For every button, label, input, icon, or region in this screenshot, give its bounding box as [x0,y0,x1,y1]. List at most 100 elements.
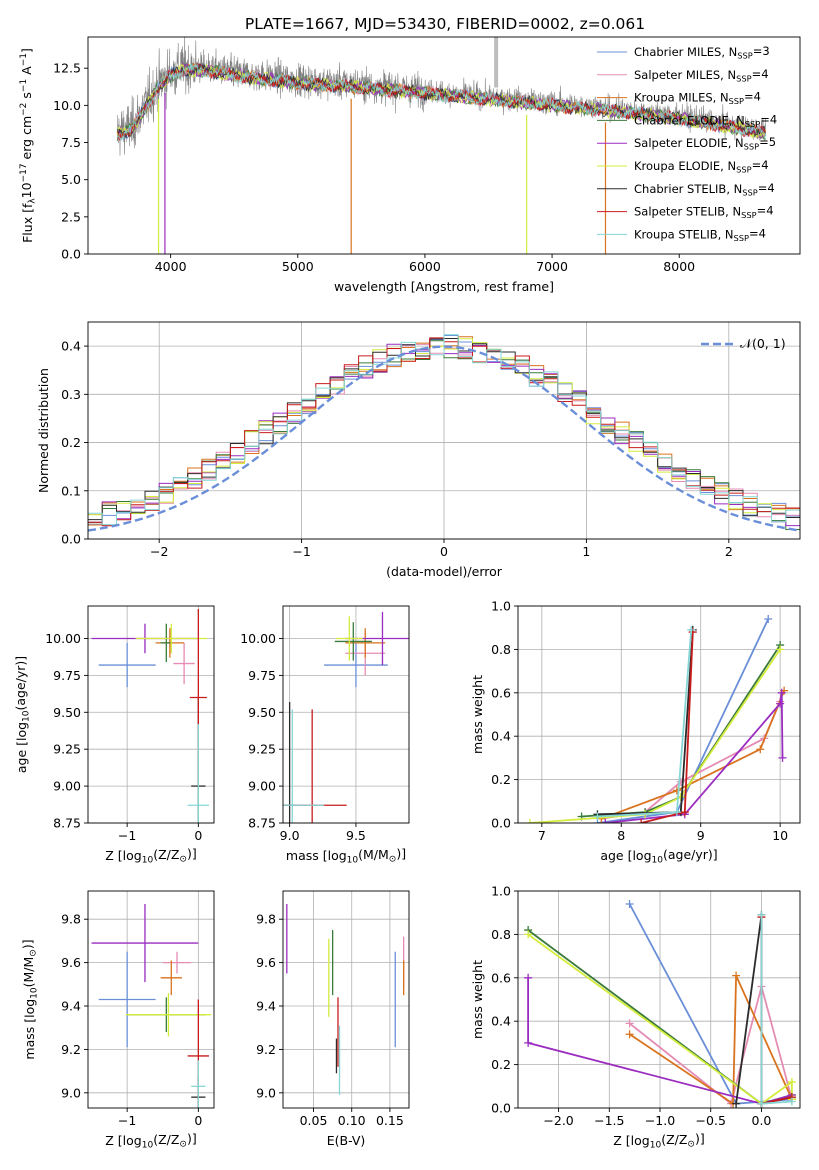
x-tick-label: 9 [697,828,705,843]
x-tick-label: 6000 [409,259,441,274]
weight-line-kroupa_elodie [529,648,781,823]
weight-line-salpeter_miles [629,982,793,1106]
y-tick-label: 2.5 [61,209,81,224]
x-tick-label: 1 [582,544,590,559]
x-axis-label: mass [log10(M/M⊙)] [286,846,406,866]
y-tick-label: 7.5 [61,135,81,150]
x-tick-label: 10 [772,828,788,843]
weight-line-salpeter_elodie [527,977,793,1105]
plot-area [286,904,405,1095]
x-tick-label: 5000 [282,259,314,274]
weight-marker-salpeter_stelib [680,808,689,817]
weight-marker-salpeter_elodie [778,753,787,762]
x-tick-label: 8000 [663,259,695,274]
weight-marker-salpeter_elodie [601,819,610,823]
x-tick-label: 9.5 [346,828,366,843]
weight-marker-chabrier_stelib [732,1099,741,1108]
axes-spectrum: 4000 5000 6000 7000 8000 0.0 2.5 5.0 7.5 10.0 12.5… [19,36,801,294]
weight-marker-salpeter_elodie [524,973,533,982]
y-tick-label: 0.1 [61,483,81,498]
legend-label-chabrier_stelib: Chabrier STELIB, NSSP=4 [634,181,775,197]
legend-label-normal: 𝒩(0, 1) [740,336,786,351]
figure-title: PLATE=1667, MJD=53430, FIBERID=0002, z=0… [245,15,645,33]
axes-frame [87,36,801,255]
x-tick-label: 0.15 [376,1113,404,1128]
histogram-kroupa_stelib [88,334,800,526]
weight-marker-chabrier_miles [764,615,773,624]
y-tick-label: 9.8 [61,912,81,927]
x-tick-label: 4000 [155,259,187,274]
model-line-kroupa_stelib [116,63,767,142]
x-tick-label: −1.5 [594,1113,624,1128]
y-tick-label: 0.0 [491,1101,511,1116]
y-tick-label: 0.8 [491,642,511,657]
y-tick-label: 9.0 [61,1085,81,1100]
x-axis-label: Z [log10(Z/Z⊙)] [105,846,196,866]
x-axis-label: (data-model)/error [386,564,503,579]
weight-marker-salpeter_elodie [524,1038,533,1047]
x-tick-label: −0.5 [696,1113,726,1128]
axes-frame [517,890,801,1109]
x-tick-label: 9.0 [280,828,300,843]
plot-area [91,608,210,823]
y-tick-label: 9.25 [53,742,81,757]
x-tick-label: 0 [194,828,202,843]
x-tick-label: 0 [194,1113,202,1128]
y-tick-label: 9.8 [256,912,276,927]
y-tick-label: 0.6 [491,685,511,700]
plot-area [116,37,767,254]
weight-line-kroupa_elodie [527,933,793,1105]
weight-marker-kroupa_stelib [672,808,681,817]
y-tick-label: 0.4 [491,1014,511,1029]
y-tick-label: 0.0 [61,247,81,262]
y-tick-label: 12.5 [53,61,81,76]
axes-age_vs_Z: −1 0 8.75 9.00 9.25 9.50 9.75 10.00 Z [log10(Z/Z… [13,605,215,866]
y-tick-label: 8.75 [248,816,276,831]
y-axis-label: Flux [fλ10−17 erg cm−2 s−1 A−1] [19,48,38,243]
y-tick-label: 10.00 [45,631,81,646]
weight-marker-kroupa_stelib [757,910,766,919]
normal-reference-curve [88,345,798,532]
weight-marker-chabrier_miles [625,900,634,909]
y-tick-label: 0.4 [491,729,511,744]
x-axis-label: wavelength [Angstrom, rest frame] [334,279,554,294]
x-axis-label: E(B-V) [327,1133,366,1148]
weight-marker-kroupa_stelib [687,625,696,634]
y-axis-label: mass [log10(M/M⊙)] [20,939,40,1059]
axes-mass_vs_ebv: 0.05 0.10 0.15 9.0 9.2 9.4 9.6 9.8 E(B-V) [256,890,410,1148]
weight-line-kroupa_miles [629,975,793,1106]
x-tick-label: 8 [617,828,625,843]
y-tick-label: 0.8 [491,927,511,942]
y-axis-label: Normed distribution [36,368,51,493]
y-axis-label: mass weight [470,960,485,1039]
y-tick-label: 0.3 [61,387,81,402]
weight-marker-salpeter_elodie [776,699,785,708]
weight-marker-kroupa_miles [756,745,765,754]
x-tick-label: 2 [725,544,733,559]
legend-label-kroupa_miles: Kroupa MILES, NSSP=4 [634,90,761,106]
axes-residuals: −2 −1 0 1 2 0.0 0.1 0.2 0.3 0.4 𝒩(0, 1) (data-model… [36,321,801,579]
weight-marker-salpeter_elodie [777,688,786,697]
axes-mass_weight_vs_Z: −2.0 −1.5 −1.0 −0.5 0.0 0.0 0.2 0.4 0.6 0.8 1.0 Z [… [470,884,801,1151]
x-tick-label: 0.0 [752,1113,772,1128]
axes-frame [282,890,410,1109]
axes-age_vs_mass: 9.0 9.5 8.75 9.00 9.25 9.50 9.75 10.00 mass [log… [240,605,410,866]
weight-marker-kroupa_elodie [787,1077,796,1086]
legend-label-kroupa_stelib: Kroupa STELIB, NSSP=4 [634,226,766,242]
x-tick-label: 7000 [536,259,568,274]
axes-mass_vs_Z: −1 0 9.0 9.2 9.4 9.6 9.8 Z [log10(Z/Z⊙)] mass [l… [20,890,215,1151]
x-tick-label: 0 [440,544,448,559]
weight-line-kroupa_miles [601,690,785,820]
axes-frame [282,605,410,824]
axes-frame [517,605,801,824]
plot-area [525,615,789,823]
weight-marker-kroupa_stelib [593,812,602,821]
legend-label-kroupa_elodie: Kroupa ELODIE, NSSP=4 [634,158,769,174]
y-tick-label: 9.0 [256,1085,276,1100]
y-tick-label: 9.6 [61,955,81,970]
model-line-chabrier_stelib [116,63,766,139]
legend-label-salpeter_elodie: Salpeter ELODIE, NSSP=5 [634,135,776,151]
legend-label-chabrier_elodie: Chabrier ELODIE, NSSP=4 [634,112,777,128]
x-tick-label: 7 [538,828,546,843]
